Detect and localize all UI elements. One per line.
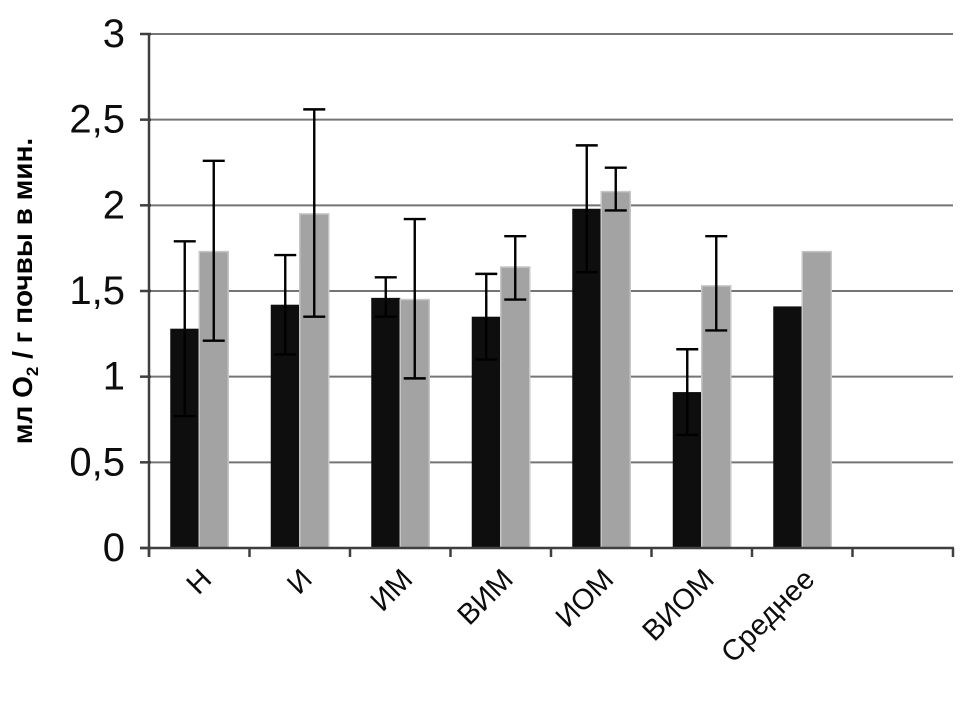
error-bar-gray-ИОМ: [604, 166, 627, 212]
bar-dark-ИМ: [371, 297, 401, 548]
error-bar-dark-И: [274, 253, 297, 356]
y-axis-title: мл О2 / г почвы в мин.: [7, 138, 42, 444]
error-bar-gray-ВИОМ: [705, 234, 728, 332]
y-axis-tick-label: 1: [103, 355, 125, 399]
bar-gray-ВИМ: [500, 266, 531, 549]
bar-gray-ИОМ: [600, 190, 631, 549]
error-bar-dark-ВИОМ: [676, 348, 699, 437]
y-axis-tick-label: 2,5: [69, 98, 125, 142]
error-bar-gray-И: [303, 108, 326, 318]
error-bar-gray-Н: [202, 159, 225, 342]
bar-dark-Среднее: [773, 306, 803, 548]
error-bar-dark-ИМ: [374, 276, 397, 318]
bar-gray-Среднее: [801, 250, 832, 549]
error-bar-dark-ИОМ: [575, 144, 598, 274]
y-axis-tick-label: 2: [103, 183, 125, 227]
y-axis-tick-label: 0: [103, 526, 125, 570]
y-axis-tick-label: 0,5: [69, 440, 125, 484]
y-axis-tick-label: 3: [103, 12, 125, 56]
y-axis-tick-label: 1,5: [69, 269, 125, 313]
error-bar-gray-ВИМ: [504, 234, 527, 301]
error-bar-gray-ИМ: [403, 217, 426, 380]
error-bar-dark-ВИМ: [475, 272, 498, 361]
error-bar-dark-Н: [173, 240, 196, 418]
